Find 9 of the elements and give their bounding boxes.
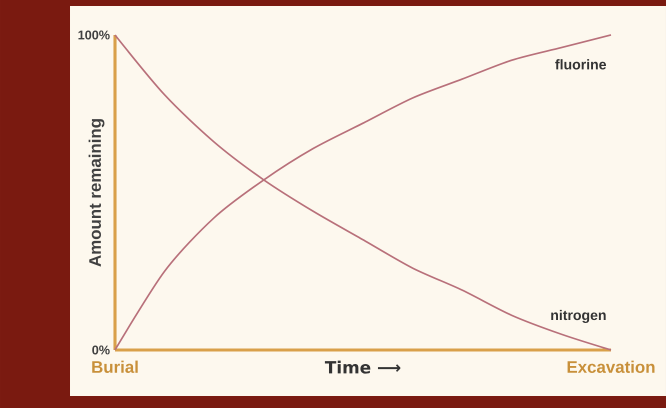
series-label: fluorine <box>555 59 606 70</box>
x-tick-label: Burial <box>92 360 138 373</box>
y-tick-label: 0% <box>92 346 110 354</box>
y-axis-title: Amount remaining <box>88 119 104 267</box>
y-tick-label: 100% <box>78 30 110 40</box>
line-series <box>114 34 612 351</box>
x-tick-label: Excavation <box>568 360 654 373</box>
series-label: nitrogen <box>551 310 606 323</box>
x-axis-title: Time ⟶ <box>324 360 400 374</box>
